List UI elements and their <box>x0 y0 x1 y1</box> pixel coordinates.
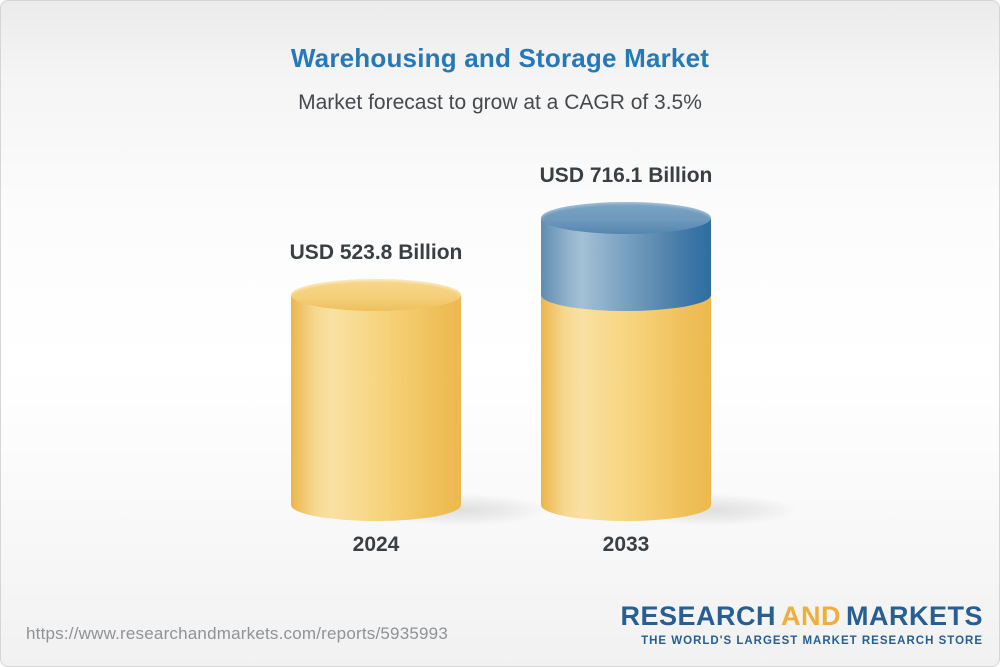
base-cap-2024 <box>291 279 461 311</box>
page-subtitle: Market forecast to grow at a CAGR of 3.5… <box>298 91 702 114</box>
value-label-2024: USD 523.8 Billion <box>289 241 463 264</box>
brand-logo-text: RESEARCH AND MARKETS <box>620 601 983 632</box>
brand-logo: RESEARCH AND MARKETS THE WORLD'S LARGEST M… <box>620 601 983 647</box>
base-body-2033 <box>541 295 711 521</box>
bar-group-2033: USD 716.1 Billion 2033 <box>540 164 826 556</box>
year-label-2033: 2033 <box>602 533 650 556</box>
value-label-2033: USD 716.1 Billion <box>539 163 713 187</box>
header: Warehousing and Storage Market Market fo… <box>1 43 999 115</box>
growth-cap-2033 <box>541 201 711 234</box>
logo-and: AND <box>781 601 841 631</box>
cylinder-2033 <box>541 201 826 531</box>
cylinder-2024 <box>291 279 576 531</box>
year-label-2024: 2024 <box>352 533 400 556</box>
logo-research: RESEARCH <box>620 601 776 631</box>
logo-markets: MARKETS <box>846 601 983 631</box>
base-body-2024 <box>291 295 461 521</box>
brand-tagline: THE WORLD'S LARGEST MARKET RESEARCH STOR… <box>641 635 983 647</box>
bar-group-2024: USD 523.8 Billion 2024 <box>290 241 576 556</box>
page-title: Warehousing and Storage Market <box>290 43 710 73</box>
report-url[interactable]: https://www.researchandmarkets.com/repor… <box>26 624 448 643</box>
